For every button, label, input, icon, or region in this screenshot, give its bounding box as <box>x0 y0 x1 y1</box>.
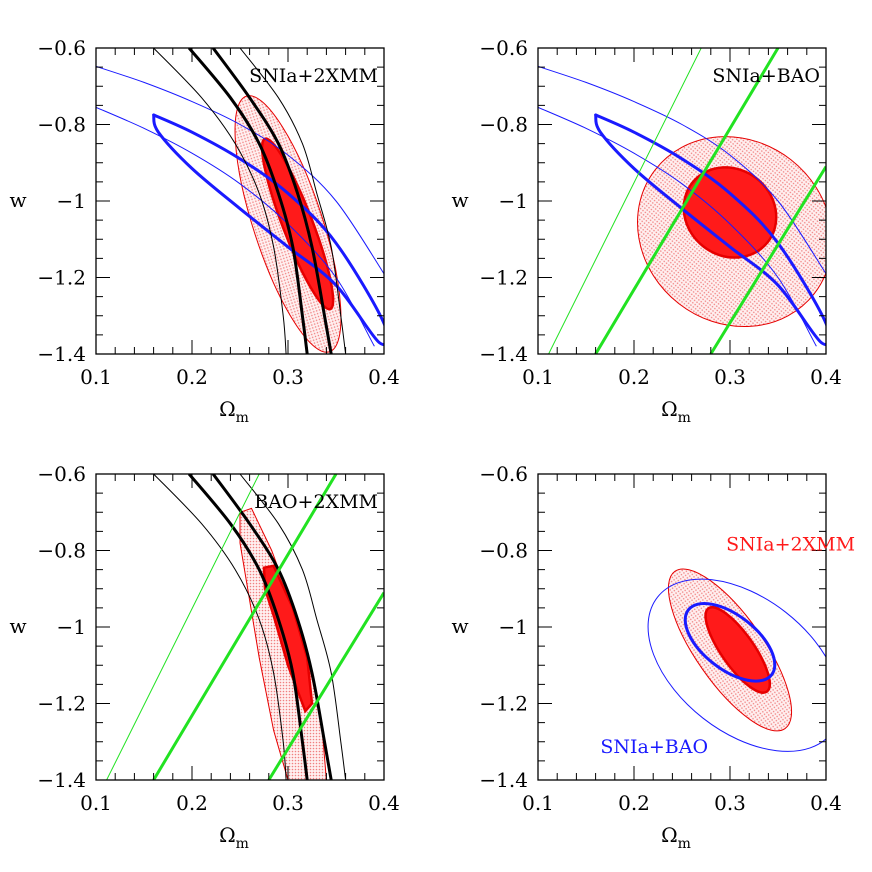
x-tick-label: 0.4 <box>810 365 842 389</box>
legend-annotation: SNIa+2XMM <box>726 534 855 556</box>
contour-line-0 <box>594 113 826 347</box>
y-tick-label: −1.2 <box>479 266 528 290</box>
panel-bottom-right: 0.1 0.2 0.3 0.4 −1.4 −1.2 −1 −0.8 −0.6 Ωm w SNIa+2X… <box>451 462 855 852</box>
panel-bottom-left: 0.1 0.2 0.3 0.4 −1.4 −1.2 −1 −0.8 −0.6 Ωm w BAO+2XM… <box>9 462 399 852</box>
contour-line-7 <box>267 591 384 780</box>
contour-line-4 <box>153 474 287 780</box>
y-tick-label: −1 <box>499 615 528 639</box>
contour-line-5 <box>153 48 287 354</box>
x-tick-label: 0.3 <box>272 791 304 815</box>
x-tick-label: 0.2 <box>618 791 650 815</box>
plot-area <box>96 48 384 354</box>
contour-line-5 <box>548 48 702 354</box>
y-tick-label: −1 <box>57 615 86 639</box>
contour-line-5 <box>239 474 347 780</box>
x-tick-label: 0.4 <box>810 791 842 815</box>
y-tick-label: −0.6 <box>479 462 528 486</box>
contour-line-2 <box>538 106 817 347</box>
y-axis-label: w <box>9 614 26 638</box>
plot-area <box>106 474 384 780</box>
contour-line-3 <box>211 474 333 780</box>
y-axis-label: w <box>451 614 468 638</box>
contour-line-8 <box>106 474 260 780</box>
y-axis-label: w <box>9 188 26 212</box>
legend-annotation: SNIa+BAO <box>600 736 708 758</box>
x-axis-label: Ωm <box>661 397 691 426</box>
y-tick-label: −1.2 <box>37 692 86 716</box>
x-tick-label: 0.2 <box>618 365 650 389</box>
contour-line-6 <box>239 48 347 354</box>
x-tick-label: 0.2 <box>176 791 208 815</box>
x-tick-label: 0.1 <box>80 365 112 389</box>
y-tick-label: −1.2 <box>37 266 86 290</box>
x-tick-label: 0.1 <box>80 791 112 815</box>
contour-ellipse-1 <box>683 602 777 683</box>
x-tick-label: 0.4 <box>368 791 400 815</box>
contour-line-3 <box>187 48 309 354</box>
y-tick-label: −1.4 <box>479 768 528 792</box>
contour-line-3 <box>594 48 780 354</box>
x-tick-label: 0.1 <box>522 791 554 815</box>
contour-line-4 <box>709 165 826 354</box>
x-tick-label: 0.3 <box>714 791 746 815</box>
panel-label: SNIa+2XMM <box>249 65 378 87</box>
y-tick-label: −1.4 <box>479 342 528 366</box>
x-axis-label: Ωm <box>219 823 249 852</box>
y-tick-label: −0.8 <box>37 113 86 137</box>
y-tick-label: −0.6 <box>37 462 86 486</box>
y-tick-label: −0.8 <box>479 539 528 563</box>
contour-ellipse-3 <box>704 605 772 694</box>
contour-line-4 <box>211 48 333 354</box>
y-tick-label: −0.8 <box>479 113 528 137</box>
panel-label: BAO+2XMM <box>254 491 378 513</box>
plot-area <box>647 568 826 752</box>
panel-top-right: 0.1 0.2 0.3 0.4 −1.4 −1.2 −1 −0.8 −0.6 Ωm w SNIa+BA… <box>451 36 842 426</box>
contour-line-2 <box>187 474 309 780</box>
contour-ellipse-0 <box>647 578 826 752</box>
contour-line-6 <box>152 474 338 780</box>
x-tick-label: 0.2 <box>176 365 208 389</box>
x-axis-label: Ωm <box>219 397 249 426</box>
x-tick-label: 0.4 <box>368 365 400 389</box>
contour-line-1 <box>96 65 384 274</box>
panel-top-left: 0.1 0.2 0.3 0.4 −1.4 −1.2 −1 −0.8 −0.6 Ωm w SNIa+2X… <box>9 36 399 426</box>
plot-area <box>538 48 826 354</box>
y-axis-label: w <box>451 188 468 212</box>
y-tick-label: −1.4 <box>37 768 86 792</box>
y-tick-label: −1 <box>499 189 528 213</box>
panel-label: SNIa+BAO <box>712 65 820 87</box>
x-axis-label: Ωm <box>661 823 691 852</box>
x-tick-label: 0.3 <box>714 365 746 389</box>
y-tick-label: −1.2 <box>479 692 528 716</box>
contour-line-1 <box>538 65 826 274</box>
x-tick-label: 0.1 <box>522 365 554 389</box>
y-tick-label: −0.6 <box>479 36 528 60</box>
x-tick-label: 0.3 <box>272 365 304 389</box>
contour-line-0 <box>152 113 384 347</box>
contour-region-1 <box>262 564 314 714</box>
y-tick-label: −0.8 <box>37 539 86 563</box>
y-tick-label: −0.6 <box>37 36 86 60</box>
y-tick-label: −1 <box>57 189 86 213</box>
y-tick-label: −1.4 <box>37 342 86 366</box>
